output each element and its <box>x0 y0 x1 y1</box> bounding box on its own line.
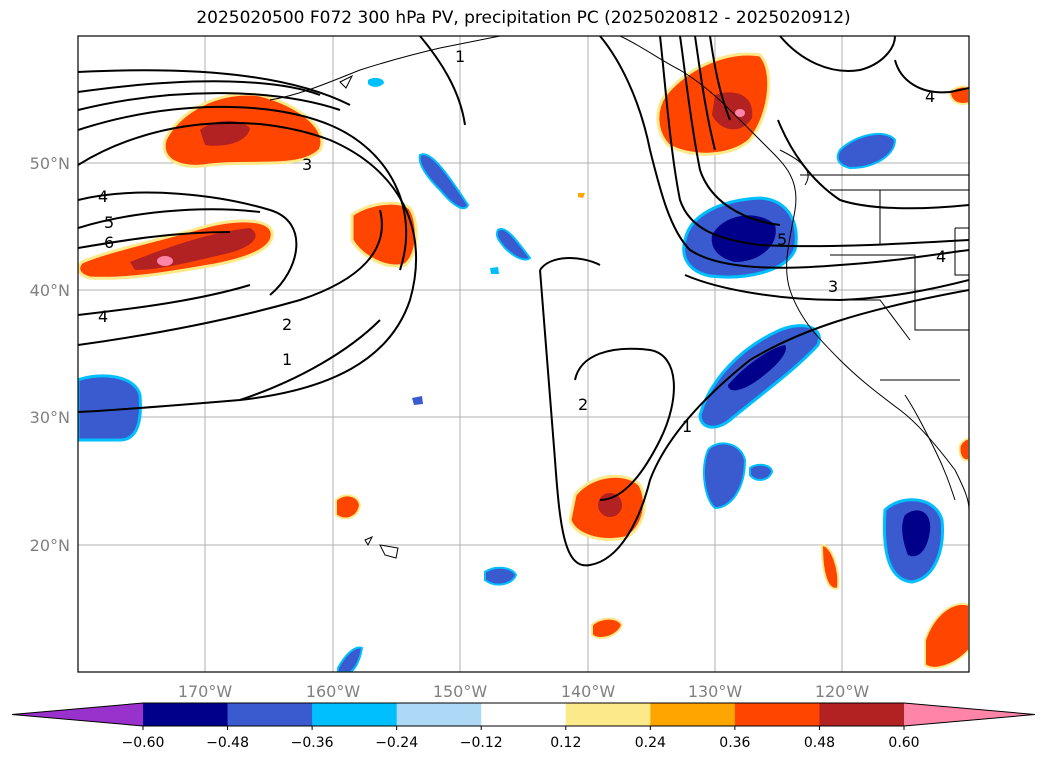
contour-label: 2 <box>282 315 292 334</box>
contour-label: 3 <box>828 277 838 296</box>
contour-label: 4 <box>936 247 946 266</box>
contour-label: 4 <box>98 307 108 326</box>
contour-label: 4 <box>98 187 108 206</box>
colorbar-extend-min <box>12 703 143 726</box>
map-title: 2025020500 F072 300 hPa PV, precipitatio… <box>196 8 851 28</box>
lat-label: 20°N <box>30 536 70 555</box>
contour-label: 1 <box>682 417 692 436</box>
contour-labels: 1 4 5 6 4 3 2 1 2 1 5 4 3 4 <box>98 47 946 436</box>
colorbar-tick-label: 0.24 <box>635 735 666 751</box>
lat-labels: 50°N 40°N 30°N 20°N <box>30 154 70 555</box>
colorbar-segment <box>396 703 482 726</box>
colorbar-segment <box>565 703 651 726</box>
colorbar-extend-max <box>904 703 1035 726</box>
colorbar-tick-label: 0.12 <box>550 735 581 751</box>
colorbar-tick-label: −0.24 <box>375 735 418 751</box>
lat-label: 50°N <box>30 154 70 173</box>
colorbar-segment <box>819 703 905 726</box>
lon-label: 170°W <box>178 682 233 701</box>
contour-label: 3 <box>302 155 312 174</box>
contour-label: 5 <box>777 230 787 249</box>
contour-label: 4 <box>925 87 935 106</box>
contour-label: 1 <box>282 350 292 369</box>
lon-label: 160°W <box>306 682 361 701</box>
colorbar-segment <box>312 703 398 726</box>
colorbar-segment <box>650 703 736 726</box>
colorbar-segment <box>143 703 229 726</box>
lon-label: 120°W <box>815 682 870 701</box>
coastlines <box>269 36 969 559</box>
plot-frame <box>77 35 970 673</box>
colorbar-segment <box>227 703 313 726</box>
lon-label: 140°W <box>561 682 616 701</box>
contour-label: 6 <box>104 233 114 252</box>
lon-label: 130°W <box>688 682 743 701</box>
precip-shading <box>78 52 969 672</box>
colorbar-tick-label: 0.60 <box>888 735 919 751</box>
lat-label: 30°N <box>30 408 70 427</box>
colorbar-segment <box>481 703 567 726</box>
contour-label: 2 <box>578 395 588 414</box>
colorbar-tick-label: −0.36 <box>291 735 334 751</box>
neg-anomaly-west <box>78 374 142 442</box>
lon-labels: 170°W 160°W 150°W 140°W 130°W 120°W <box>178 682 870 701</box>
colorbar-tick-label: −0.12 <box>460 735 503 751</box>
lon-label: 150°W <box>433 682 488 701</box>
lat-label: 40°N <box>30 281 70 300</box>
colorbar: −0.60 −0.48 −0.36 −0.24 −0.12 0.12 0.24 0.36 0.4… <box>11 702 1036 751</box>
colorbar-tick-label: −0.60 <box>122 735 165 751</box>
colorbar-segment <box>734 703 820 726</box>
contour-label: 5 <box>104 213 114 232</box>
colorbar-tick-label: 0.36 <box>719 735 750 751</box>
colorbar-tick-label: −0.48 <box>206 735 249 751</box>
pv-contours <box>78 36 969 567</box>
contour-label: 1 <box>455 47 465 66</box>
colorbar-tick-label: 0.48 <box>804 735 835 751</box>
